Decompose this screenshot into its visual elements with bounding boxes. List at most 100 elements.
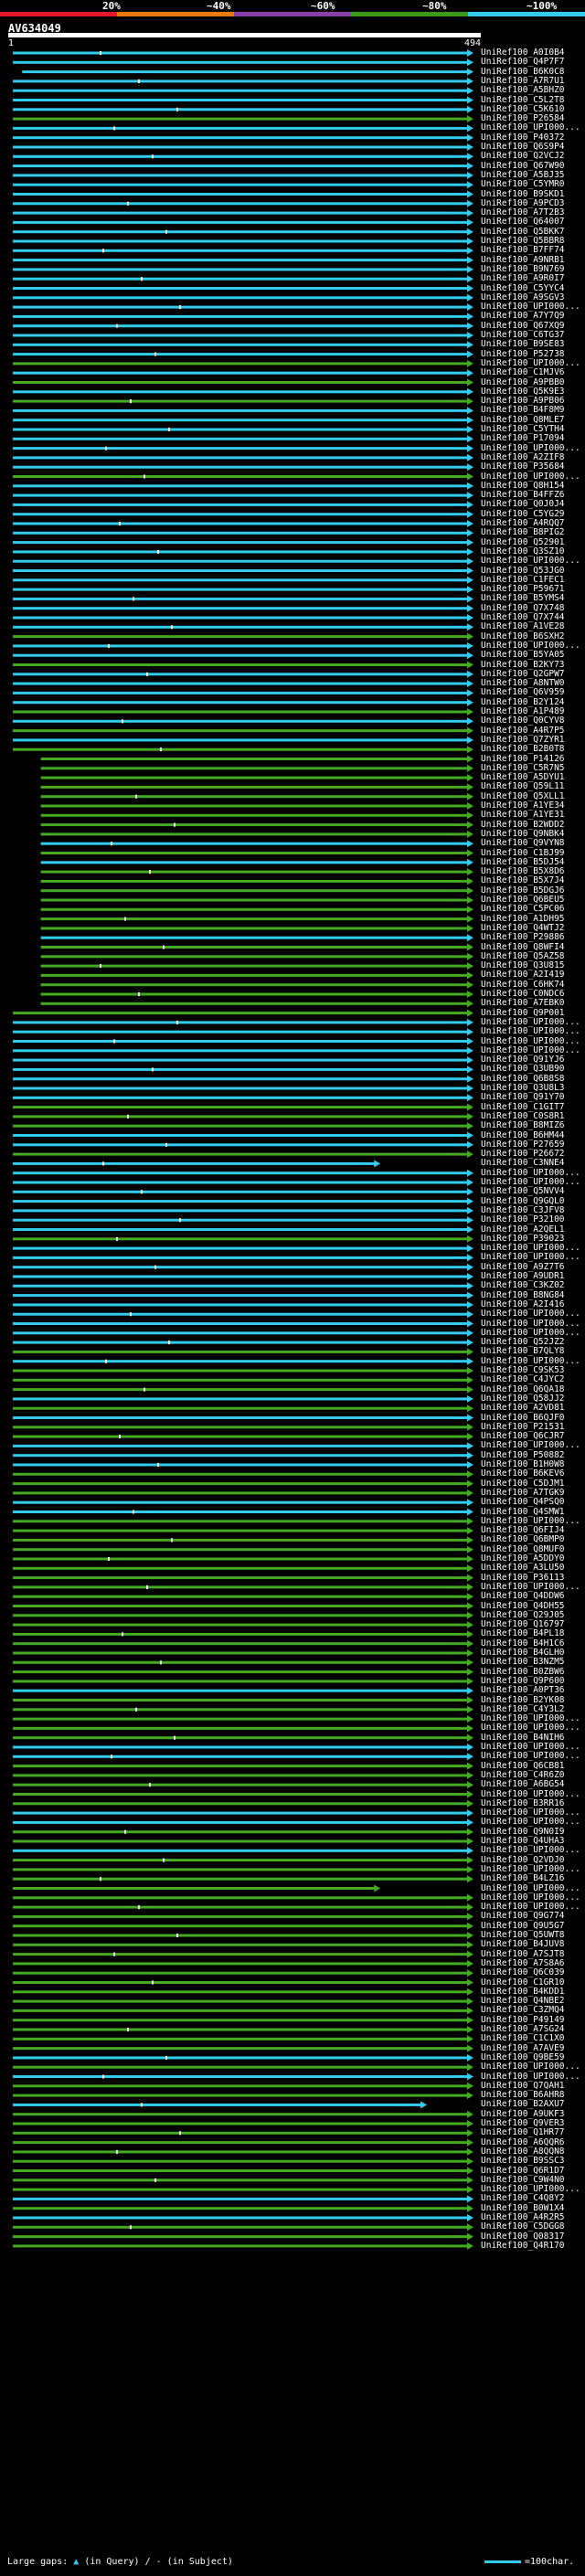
hit-row[interactable] [40, 915, 473, 923]
hit-label[interactable]: UniRef100_B8NG84 [481, 1289, 565, 1300]
hit-row[interactable] [13, 2195, 473, 2203]
hit-row[interactable] [40, 811, 473, 820]
hit-label[interactable]: UniRef100_UPI000... [481, 1177, 580, 1187]
hit-row[interactable] [13, 1941, 473, 1949]
hit-row[interactable] [13, 190, 473, 198]
hit-row[interactable] [40, 962, 473, 970]
hit-label[interactable]: UniRef100_UPI000... [481, 1044, 580, 1055]
hit-row[interactable] [13, 1394, 473, 1403]
hit-label[interactable]: UniRef100_Q1HR77 [481, 2127, 565, 2138]
hit-label[interactable]: UniRef100_B4PL18 [481, 1628, 565, 1639]
hit-row[interactable] [13, 133, 473, 142]
hit-row[interactable] [40, 924, 473, 932]
hit-label[interactable]: UniRef100_A7EBK0 [481, 998, 565, 1009]
hit-label[interactable]: UniRef100_A1YE31 [481, 810, 565, 821]
hit-label[interactable]: UniRef100_C5YYC4 [481, 282, 565, 293]
hit-row[interactable] [13, 2007, 473, 2015]
hit-label[interactable]: UniRef100_UPI000... [481, 1440, 580, 1451]
hit-label[interactable]: UniRef100_C4Y3L2 [481, 1703, 565, 1714]
hit-row[interactable] [13, 1442, 473, 1450]
hit-row[interactable] [13, 1733, 473, 1742]
hit-label[interactable]: UniRef100_B4H1C6 [481, 1638, 565, 1648]
hit-row[interactable] [13, 1536, 473, 1544]
hit-label[interactable]: UniRef100_B2KY73 [481, 659, 565, 670]
hit-label[interactable]: UniRef100_A9UDR1 [481, 1271, 565, 1281]
hit-label[interactable]: UniRef100_C4JYC2 [481, 1374, 565, 1385]
hit-label[interactable]: UniRef100_Q5BKK7 [481, 226, 565, 237]
hit-row[interactable] [13, 407, 473, 415]
hit-row[interactable] [13, 746, 473, 754]
hit-label[interactable]: UniRef100_Q91Y70 [481, 1092, 565, 1103]
hit-row[interactable] [13, 670, 473, 678]
hit-label[interactable]: UniRef100_Q8WFI4 [481, 941, 565, 952]
hit-row[interactable] [13, 359, 473, 367]
hit-row[interactable] [13, 1809, 473, 1818]
hit-row[interactable] [13, 2063, 473, 2072]
hit-label[interactable]: UniRef100_B5DGJ6 [481, 885, 565, 896]
hit-row[interactable] [13, 1508, 473, 1516]
hit-row[interactable] [13, 736, 473, 744]
hit-row[interactable] [13, 369, 473, 377]
hit-row[interactable] [13, 1762, 473, 1770]
hit-label[interactable]: UniRef100_Q0J0J4 [481, 499, 565, 510]
hit-row[interactable] [13, 1300, 473, 1309]
hit-label[interactable]: UniRef100_Q9BE59 [481, 2051, 565, 2062]
hit-label[interactable]: UniRef100_B8PIG2 [481, 527, 565, 538]
hit-row[interactable] [13, 1602, 473, 1610]
hit-label[interactable]: UniRef100_B1H0W8 [481, 1459, 565, 1469]
hit-label[interactable]: UniRef100_A9PBB0 [481, 376, 565, 387]
hit-label[interactable]: UniRef100_Q0CYV8 [481, 716, 565, 726]
hit-label[interactable]: UniRef100_Q5XLL1 [481, 790, 565, 801]
hit-label[interactable]: UniRef100_P50882 [481, 1449, 565, 1460]
hit-label[interactable]: UniRef100_A4R7P5 [481, 725, 565, 736]
hit-row[interactable] [13, 1856, 473, 1864]
hit-label[interactable]: UniRef100_UPI000... [481, 1515, 580, 1526]
hit-label[interactable]: UniRef100_A7R7U1 [481, 75, 565, 86]
hit-label[interactable]: UniRef100_UPI000... [481, 357, 580, 368]
hit-label[interactable]: UniRef100_B2YK08 [481, 1694, 565, 1705]
hit-label[interactable]: UniRef100_Q4R170 [481, 2240, 565, 2251]
hit-label[interactable]: UniRef100_UPI000... [481, 1327, 580, 1338]
hit-label[interactable]: UniRef100_B9SKD1 [481, 188, 565, 199]
hit-row[interactable] [13, 1724, 473, 1733]
hit-label[interactable]: UniRef100_Q8H154 [481, 480, 565, 491]
hit-row[interactable] [13, 265, 473, 273]
hit-label[interactable]: UniRef100_Q6C039 [481, 1967, 565, 1978]
hit-label[interactable]: UniRef100_C4Q8Y2 [481, 2193, 565, 2204]
hit-row[interactable] [13, 124, 473, 133]
hit-row[interactable] [13, 698, 473, 706]
hit-row[interactable] [13, 332, 473, 339]
hit-row[interactable] [13, 228, 473, 236]
hit-label[interactable]: UniRef100_Q67W90 [481, 160, 565, 171]
hit-row[interactable] [13, 1818, 473, 1827]
hit-row[interactable] [13, 1423, 473, 1431]
hit-label[interactable]: UniRef100_B4FFZ6 [481, 490, 565, 501]
hit-label[interactable]: UniRef100_A2ZIF8 [481, 451, 565, 462]
hit-row[interactable] [13, 708, 473, 716]
hit-label[interactable]: UniRef100_Q6B8S8 [481, 1073, 565, 1084]
hit-row[interactable] [13, 1978, 473, 1987]
hit-row[interactable] [13, 238, 473, 245]
hit-label[interactable]: UniRef100_B6K0C8 [481, 66, 565, 77]
hit-label[interactable]: UniRef100_Q9GQL0 [481, 1195, 565, 1206]
hit-row[interactable] [13, 1282, 473, 1290]
hit-label[interactable]: UniRef100_Q3UB90 [481, 1064, 565, 1075]
hit-label[interactable]: UniRef100_P26584 [481, 113, 565, 124]
hit-row[interactable] [13, 576, 473, 584]
hit-row[interactable] [13, 2204, 473, 2212]
hit-label[interactable]: UniRef100_UPI000... [481, 1581, 580, 1592]
hit-label[interactable]: UniRef100_C5PC06 [481, 904, 565, 915]
hit-label[interactable]: UniRef100_UPI000... [481, 1309, 580, 1320]
hit-label[interactable]: UniRef100_Q7X744 [481, 612, 565, 622]
hit-label[interactable]: UniRef100_P14126 [481, 753, 565, 764]
hit-row[interactable] [13, 2082, 473, 2090]
hit-row[interactable] [13, 1922, 473, 1930]
hit-label[interactable]: UniRef100_Q3U815 [481, 960, 565, 971]
hit-label[interactable]: UniRef100_Q52JZ2 [481, 1337, 565, 1348]
hit-row[interactable] [13, 520, 473, 527]
hit-label[interactable]: UniRef100_A7TGK9 [481, 1487, 565, 1498]
hit-row[interactable] [13, 2092, 473, 2100]
hit-row[interactable] [13, 435, 473, 443]
hit-label[interactable]: UniRef100_B4KDD1 [481, 1986, 565, 1997]
hit-label[interactable]: UniRef100_A7Y7Q9 [481, 311, 565, 322]
